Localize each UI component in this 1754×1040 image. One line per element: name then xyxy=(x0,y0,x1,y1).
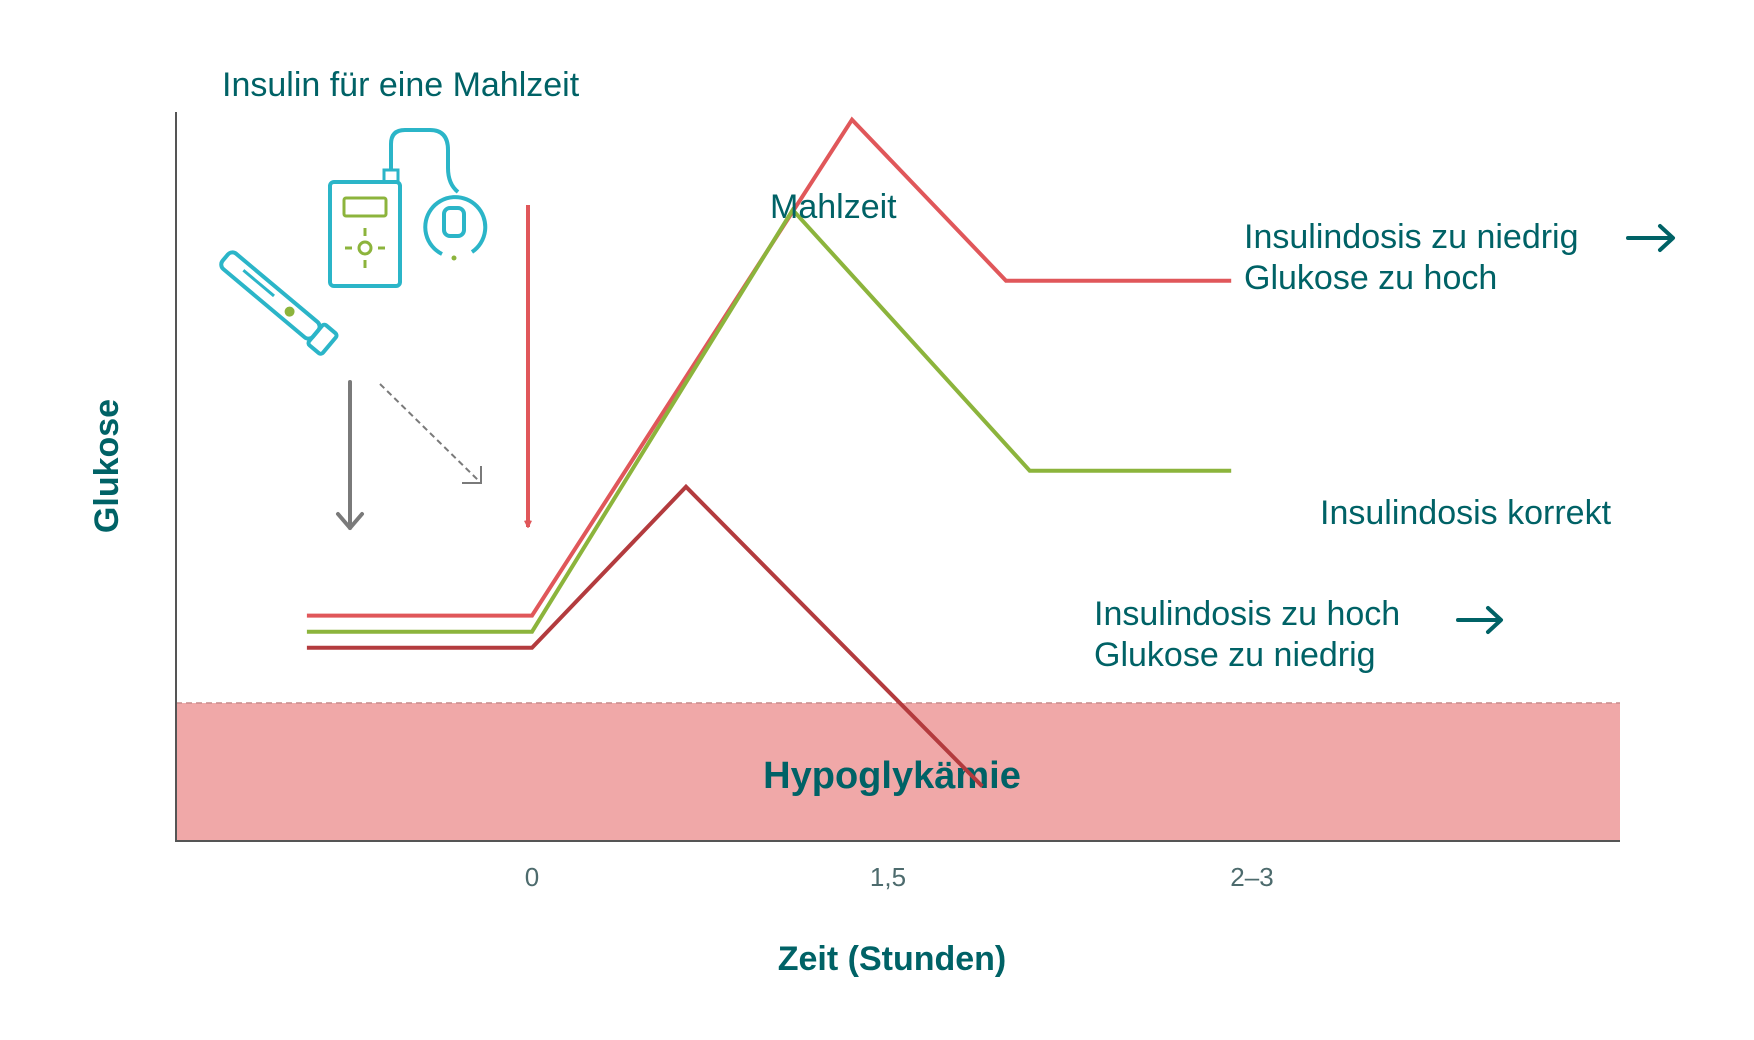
arrow-right-icon xyxy=(1626,224,1675,252)
hypoglycemia-zone xyxy=(176,703,1620,841)
series-label-too-high-line-1: Insulindosis zu hoch xyxy=(1094,595,1400,633)
series-line-too-low-dose xyxy=(306,116,1232,618)
series-line-correct-dose xyxy=(306,206,1232,634)
meal-annotation: Mahlzeit xyxy=(770,188,897,226)
insulin-annotation: Insulin für eine Mahlzeit xyxy=(222,66,580,104)
insulin-pump-icon xyxy=(328,128,488,288)
x-tick-2: 2–3 xyxy=(1230,862,1273,892)
y-axis-title: Glukose xyxy=(88,399,126,533)
series-label-correct-line-1: Insulindosis korrekt xyxy=(1320,494,1612,532)
series-label-too-high-line-2: Glukose zu niedrig xyxy=(1094,636,1376,674)
arrow-diagonal-icon xyxy=(379,383,482,484)
insulin-pen-icon xyxy=(219,250,339,356)
series-line-too-high-dose xyxy=(306,483,984,788)
x-tick-1: 1,5 xyxy=(870,862,906,892)
zone-label: Hypoglykämie xyxy=(763,755,1021,797)
series-label-too-low-line-2: Glukose zu hoch xyxy=(1244,259,1497,297)
x-tick-0: 0 xyxy=(525,862,539,892)
arrow-right-icon xyxy=(1456,606,1503,634)
arrow-down-icon xyxy=(336,380,364,530)
x-axis-title: Zeit (Stunden) xyxy=(778,940,1007,978)
series-label-too-low-line-1: Insulindosis zu niedrig xyxy=(1244,218,1579,256)
